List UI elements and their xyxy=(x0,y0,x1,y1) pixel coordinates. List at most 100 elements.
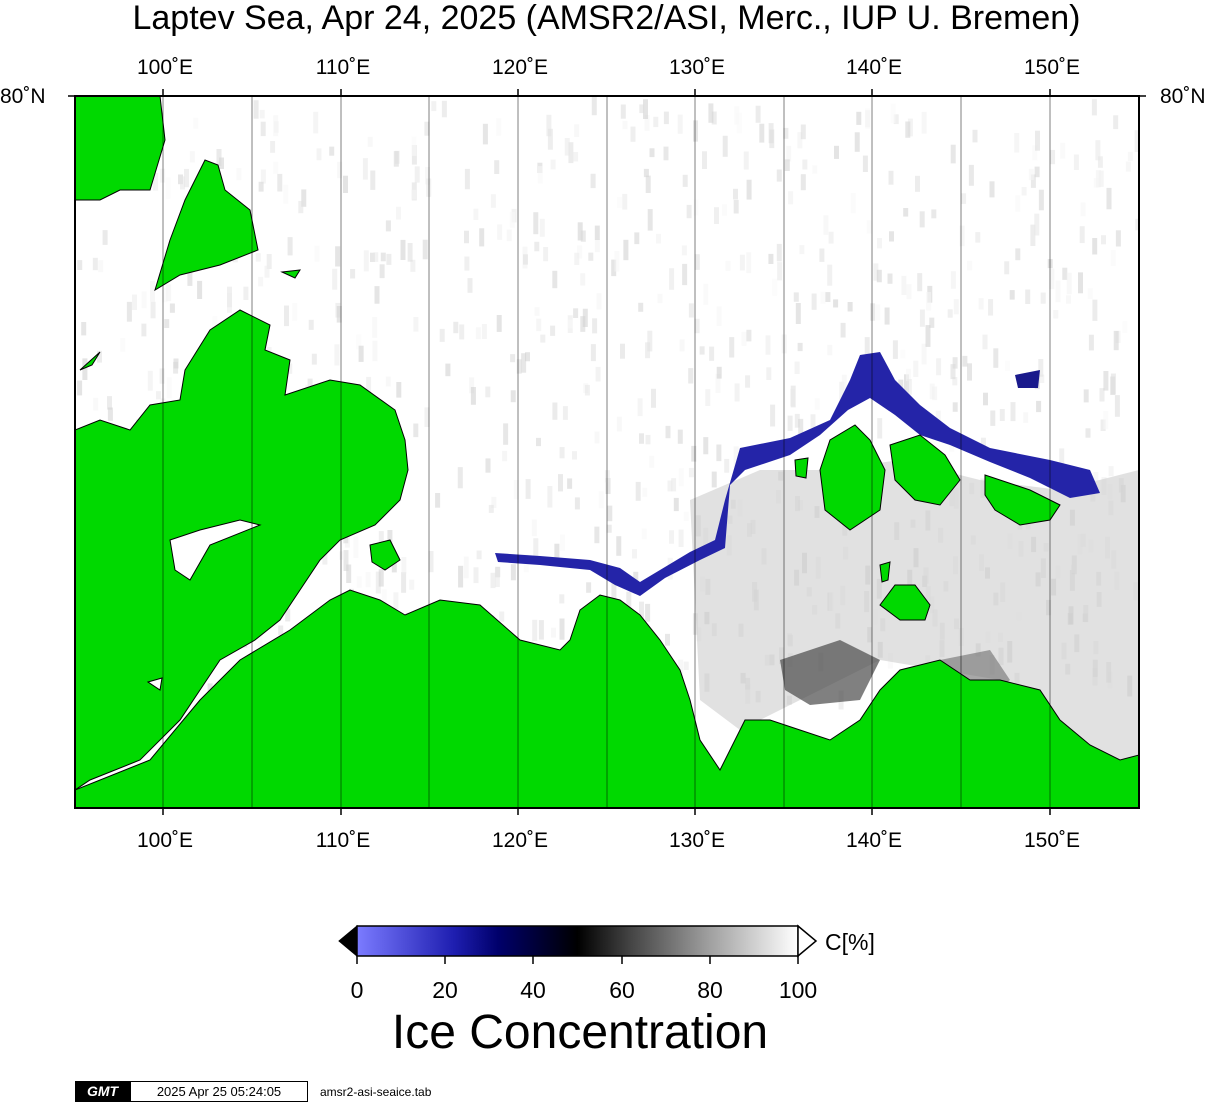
ice-speckle xyxy=(441,100,447,118)
ice-speckle xyxy=(509,211,515,228)
tick-marks xyxy=(68,89,1146,815)
ice-speckle xyxy=(703,437,709,455)
ice-speckle xyxy=(506,229,512,242)
ice-speckle xyxy=(714,207,719,224)
ice-speckle xyxy=(550,325,556,336)
ice-speckle xyxy=(370,170,376,190)
ice-speckle xyxy=(616,536,622,556)
lon-label-top: 140˚E xyxy=(845,56,903,79)
gmt-logo: GMT xyxy=(75,1081,130,1102)
ice-speckle xyxy=(499,611,505,622)
ice-speckle xyxy=(532,619,538,641)
ice-speckle xyxy=(736,112,742,134)
ice-speckle xyxy=(559,447,565,459)
ice-speckle xyxy=(165,177,171,199)
ice-speckle xyxy=(132,294,137,310)
ice-speckle xyxy=(921,343,927,365)
ice-speckle xyxy=(606,524,612,533)
ice-speckle xyxy=(1103,411,1109,430)
ice-speckle xyxy=(1038,189,1044,211)
ice-speckle xyxy=(1053,310,1059,319)
ice-speckle xyxy=(573,152,579,162)
ice-speckle xyxy=(550,159,556,170)
ice-speckle xyxy=(485,458,491,473)
ice-speckle xyxy=(77,260,83,270)
ice-speckle xyxy=(743,151,749,170)
ice-speckle xyxy=(1093,178,1099,188)
ice-speckle xyxy=(343,550,349,571)
ice-speckle xyxy=(336,306,342,323)
ice-speckle xyxy=(794,413,800,428)
ice-speckle xyxy=(476,550,482,560)
small-island xyxy=(879,561,891,583)
ice-speckle xyxy=(950,144,956,164)
ice-speckle xyxy=(343,175,348,193)
ice-speckle xyxy=(745,375,751,388)
ice-speckle xyxy=(523,254,528,265)
ice-speckle xyxy=(1028,168,1034,181)
ice-speckle xyxy=(1015,195,1021,212)
ice-speckle xyxy=(626,591,632,611)
ice-speckle xyxy=(634,232,640,245)
ice-speckle xyxy=(1079,226,1085,244)
ice-speckle xyxy=(639,433,644,444)
ice-speckle xyxy=(258,276,264,287)
ice-speckle xyxy=(525,479,531,499)
ice-speckle xyxy=(259,109,265,119)
ice-speckle xyxy=(107,396,112,410)
ice-speckle xyxy=(98,260,104,273)
ice-speckle xyxy=(1110,373,1116,395)
ice-speckle xyxy=(567,319,573,329)
ice-speckle xyxy=(1122,321,1128,333)
ice-speckle xyxy=(150,280,155,302)
ice-speckle xyxy=(350,269,356,279)
ice-speckle xyxy=(925,325,931,347)
ice-speckle xyxy=(385,376,391,387)
ice-speckle xyxy=(653,116,659,128)
ice-speckle xyxy=(169,303,175,313)
ice-speckle xyxy=(929,317,935,328)
ice-speckle xyxy=(586,582,592,593)
ice-speckle xyxy=(503,423,509,445)
ice-speckle xyxy=(777,262,783,281)
ice-speckle xyxy=(669,268,675,290)
ice-speckle xyxy=(677,114,683,134)
small-island xyxy=(79,351,101,371)
ice-speckle xyxy=(877,418,883,439)
ice-speckle xyxy=(1025,289,1031,304)
ice-speckle xyxy=(722,135,728,157)
ice-speckle xyxy=(795,303,801,324)
ice-speckle xyxy=(479,228,485,247)
ice-speckle xyxy=(694,254,700,270)
ice-speckle xyxy=(156,391,161,400)
ice-speckle xyxy=(623,239,629,261)
ice-speckle xyxy=(639,601,644,623)
ice-speckle xyxy=(424,121,430,136)
ice-speckle xyxy=(638,302,644,312)
ice-speckle xyxy=(1066,272,1072,295)
ice-speckle xyxy=(574,252,580,265)
ice-speckle xyxy=(678,529,684,547)
ice-speckle xyxy=(967,363,972,381)
ice-speckle xyxy=(173,358,179,369)
colorbar-tick-label: 80 xyxy=(697,977,723,1003)
ice-speckle xyxy=(516,359,522,374)
ice-speckle xyxy=(396,382,402,398)
lon-label-bottom: 150˚E xyxy=(1023,829,1081,852)
ice-speckle xyxy=(693,120,698,142)
ice-speckle xyxy=(651,388,656,408)
ice-speckle xyxy=(667,480,673,492)
ice-speckle xyxy=(765,335,771,355)
ice-speckle xyxy=(1083,389,1089,403)
ice-speckle xyxy=(552,402,558,420)
ice-speckle xyxy=(854,132,860,152)
ice-speckle xyxy=(828,231,834,244)
ice-speckle xyxy=(560,534,565,551)
ice-speckle xyxy=(385,220,391,232)
ice-speckle xyxy=(538,620,544,640)
ice-speckle xyxy=(1093,472,1099,481)
ice-speckle xyxy=(888,170,894,185)
ice-speckle xyxy=(285,608,291,622)
ice-speckle xyxy=(329,146,335,156)
ice-speckle xyxy=(682,263,688,286)
